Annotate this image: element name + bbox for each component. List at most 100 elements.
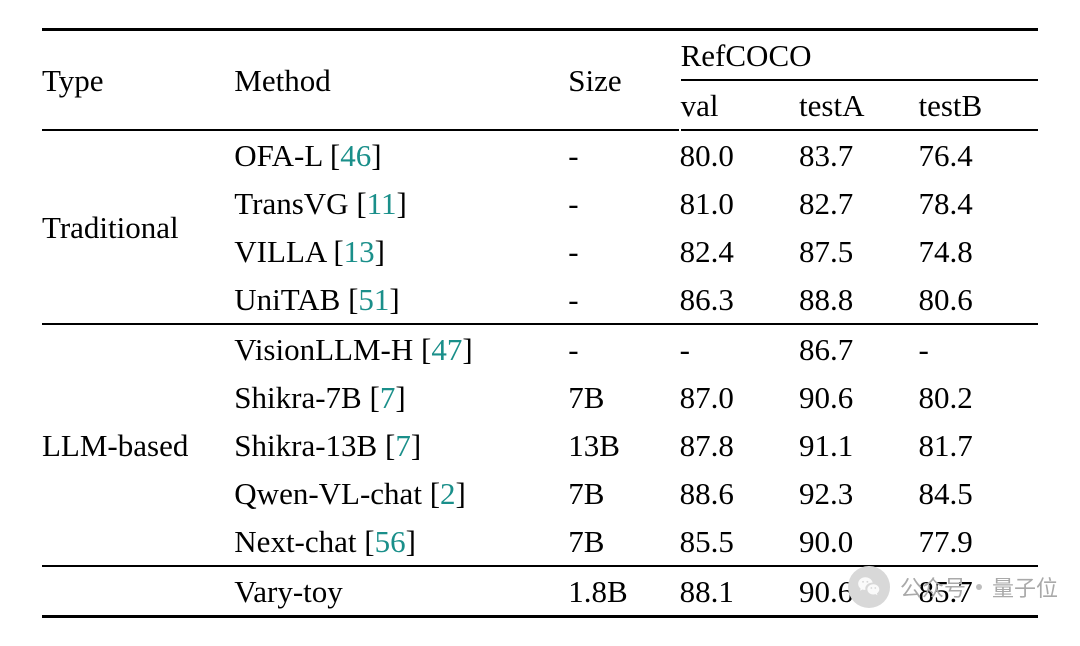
testB-cell: 81.7 [918, 421, 1038, 469]
testA-cell: 83.7 [799, 130, 918, 179]
cite-close: ] [462, 332, 472, 367]
size-cell: 7B [568, 469, 679, 517]
cite-open: [ [385, 428, 395, 463]
testB-cell: 76.4 [918, 130, 1038, 179]
testB-cell: 80.2 [918, 373, 1038, 421]
testB-cell: 84.5 [918, 469, 1038, 517]
size-cell: - [568, 275, 679, 324]
cite-num: 2 [440, 476, 456, 511]
cite-close: ] [371, 138, 381, 173]
testA-cell: 86.7 [799, 324, 918, 373]
header-val: val [680, 80, 799, 130]
cite-open: [ [364, 524, 374, 559]
cite-open: [ [330, 138, 340, 173]
type-label: Traditional [42, 130, 234, 324]
cite-num: 7 [380, 380, 396, 415]
table-row: Vary-toy 1.8B 88.1 90.6 85.7 [42, 566, 1038, 617]
cite-num: 46 [340, 138, 371, 173]
cite-close: ] [375, 234, 385, 269]
method-cell: Shikra-13B [7] [234, 421, 568, 469]
header-testA: testA [799, 80, 918, 130]
method-name: Vary-toy [234, 574, 342, 609]
cite-num: 13 [344, 234, 375, 269]
method-cell: VisionLLM-H [47] [234, 324, 568, 373]
testA-cell: 90.0 [799, 517, 918, 566]
header-testB: testB [918, 80, 1038, 130]
header-method: Method [234, 30, 568, 131]
testA-cell: 82.7 [799, 179, 918, 227]
type-label: LLM-based [42, 324, 234, 566]
method-name: VILLA [234, 234, 325, 269]
method-cell: Qwen-VL-chat [2] [234, 469, 568, 517]
cite-num: 51 [358, 282, 389, 317]
val-cell: 88.1 [680, 566, 799, 617]
testA-cell: 91.1 [799, 421, 918, 469]
cite-num: 11 [367, 186, 397, 221]
cite-num: 7 [395, 428, 411, 463]
method-name: Qwen-VL-chat [234, 476, 422, 511]
method-cell: VILLA [13] [234, 227, 568, 275]
header-size: Size [568, 30, 679, 131]
val-cell: 85.5 [680, 517, 799, 566]
header-type: Type [42, 30, 234, 131]
size-cell: 13B [568, 421, 679, 469]
testA-cell: 90.6 [799, 373, 918, 421]
val-cell: 88.6 [680, 469, 799, 517]
method-name: TransVG [234, 186, 348, 221]
cite-open: [ [421, 332, 431, 367]
val-cell: - [680, 324, 799, 373]
cite-open: [ [333, 234, 343, 269]
size-cell: 7B [568, 517, 679, 566]
method-name: UniTAB [234, 282, 340, 317]
val-cell: 80.0 [680, 130, 799, 179]
method-cell: Shikra-7B [7] [234, 373, 568, 421]
val-cell: 82.4 [680, 227, 799, 275]
size-cell: - [568, 324, 679, 373]
testB-cell: 80.6 [918, 275, 1038, 324]
val-cell: 87.8 [680, 421, 799, 469]
cite-close: ] [411, 428, 421, 463]
method-cell: TransVG [11] [234, 179, 568, 227]
size-cell: - [568, 179, 679, 227]
cite-open: [ [348, 282, 358, 317]
header-group-refcoco: RefCOCO [680, 30, 1038, 81]
cite-close: ] [456, 476, 466, 511]
size-cell: 7B [568, 373, 679, 421]
method-name: Shikra-7B [234, 380, 361, 415]
val-cell: 86.3 [680, 275, 799, 324]
results-table-container: Type Method Size RefCOCO val testA testB… [0, 0, 1080, 646]
cite-num: 47 [431, 332, 462, 367]
cite-open: [ [430, 476, 440, 511]
testB-cell: - [918, 324, 1038, 373]
table-row: Traditional OFA-L [46] - 80.0 83.7 76.4 [42, 130, 1038, 179]
method-name: Next-chat [234, 524, 356, 559]
method-name: OFA-L [234, 138, 322, 173]
cite-close: ] [397, 186, 407, 221]
method-cell: Next-chat [56] [234, 517, 568, 566]
table-row: LLM-based VisionLLM-H [47] - - 86.7 - [42, 324, 1038, 373]
val-cell: 87.0 [680, 373, 799, 421]
method-cell: OFA-L [46] [234, 130, 568, 179]
size-cell: 1.8B [568, 566, 679, 617]
val-cell: 81.0 [680, 179, 799, 227]
testA-cell: 90.6 [799, 566, 918, 617]
testB-cell: 74.8 [918, 227, 1038, 275]
results-table: Type Method Size RefCOCO val testA testB… [42, 28, 1038, 618]
type-label [42, 566, 234, 617]
cite-close: ] [395, 380, 405, 415]
cite-open: [ [369, 380, 379, 415]
method-name: VisionLLM-H [234, 332, 413, 367]
testA-cell: 92.3 [799, 469, 918, 517]
method-name: Shikra-13B [234, 428, 377, 463]
size-cell: - [568, 227, 679, 275]
testB-cell: 77.9 [918, 517, 1038, 566]
testB-cell: 85.7 [918, 566, 1038, 617]
cite-close: ] [389, 282, 399, 317]
cite-num: 56 [375, 524, 406, 559]
testB-cell: 78.4 [918, 179, 1038, 227]
testA-cell: 87.5 [799, 227, 918, 275]
cite-open: [ [356, 186, 366, 221]
testA-cell: 88.8 [799, 275, 918, 324]
cite-close: ] [406, 524, 416, 559]
method-cell: Vary-toy [234, 566, 568, 617]
